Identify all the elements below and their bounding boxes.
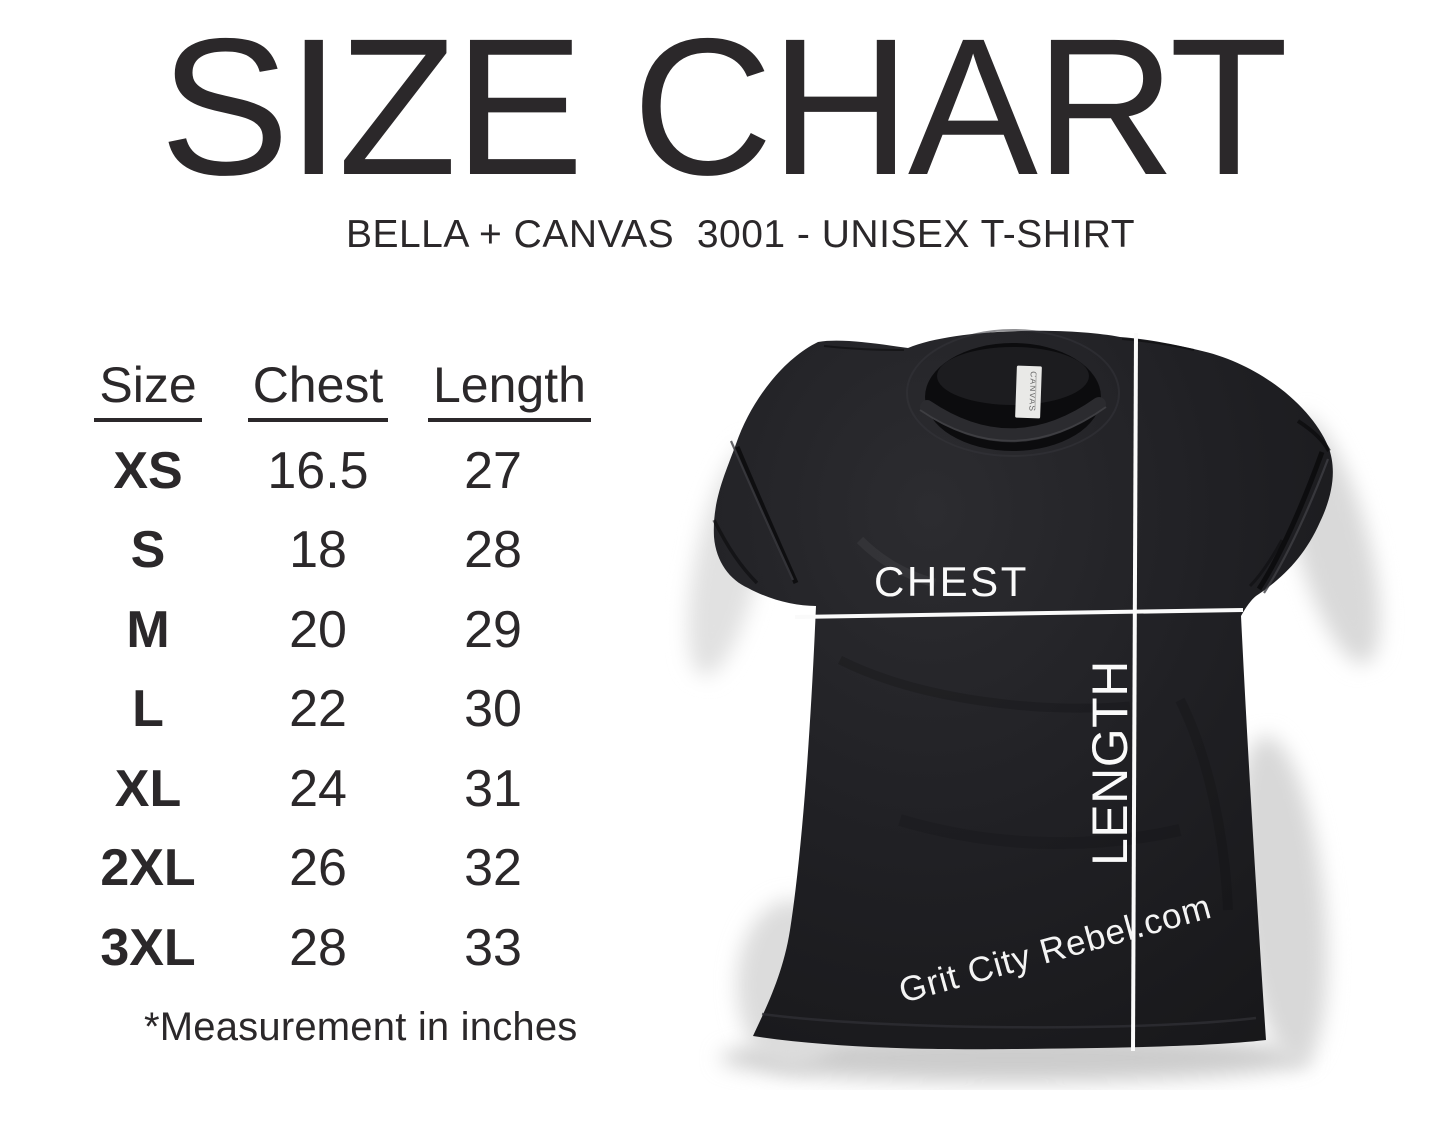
collar-band-seam bbox=[919, 406, 1107, 442]
size-cell: XS bbox=[113, 441, 183, 500]
table-row-xs: XS 16.5 27 bbox=[88, 431, 558, 511]
size-cell: S bbox=[130, 521, 166, 580]
length-cell: 31 bbox=[464, 759, 522, 818]
length-cell: 33 bbox=[464, 918, 522, 977]
chest-cell: 16.5 bbox=[267, 441, 369, 500]
chest-measurement-label: CHEST bbox=[874, 558, 1029, 605]
table-header-size: Size bbox=[88, 360, 208, 422]
length-cell: 28 bbox=[464, 521, 522, 580]
chest-cell: 18 bbox=[289, 521, 347, 580]
neck-tag: CANVAS bbox=[1015, 365, 1042, 419]
table-row-2xl: 2XL 26 32 bbox=[88, 829, 558, 909]
size-cell: 3XL bbox=[100, 918, 196, 977]
measurement-note: *Measurement in inches bbox=[144, 1005, 578, 1049]
chest-cell: 20 bbox=[289, 600, 347, 659]
length-cell: 32 bbox=[464, 839, 522, 898]
neck-tag-text: CANVAS bbox=[1027, 371, 1038, 412]
collar-band bbox=[920, 397, 1106, 443]
size-cell: 2XL bbox=[100, 839, 196, 898]
page-title: SIZE CHART bbox=[159, 0, 1289, 216]
table-header-length: Length bbox=[428, 360, 591, 422]
table-header-chest: Chest bbox=[208, 360, 428, 422]
table-row-m: M 20 29 bbox=[88, 590, 558, 670]
length-cell: 27 bbox=[464, 441, 522, 500]
size-table-body: XS 16.5 27 S 18 28 M 20 29 L 22 30 XL 24 bbox=[88, 431, 558, 988]
table-row-3xl: 3XL 28 33 bbox=[88, 908, 558, 988]
collar-inside-back bbox=[937, 347, 1089, 405]
size-cell: XL bbox=[114, 759, 182, 818]
length-measurement-label: LENGTH bbox=[1082, 660, 1138, 866]
product-subtitle: BELLA + CANVAS 3001 - UNISEX T-SHIRT bbox=[345, 213, 1136, 256]
table-row-s: S 18 28 bbox=[88, 511, 558, 591]
tshirt-photo: CANVAS bbox=[688, 329, 1381, 1082]
chest-cell: 28 bbox=[289, 918, 347, 977]
size-cell: M bbox=[126, 600, 170, 659]
collar-seam bbox=[906, 329, 1120, 457]
chest-cell: 22 bbox=[289, 680, 347, 739]
size-table-header-row: Size Chest Length bbox=[88, 360, 591, 422]
length-cell: 30 bbox=[464, 680, 522, 739]
length-cell: 29 bbox=[464, 600, 522, 659]
chest-cell: 26 bbox=[289, 839, 347, 898]
length-line bbox=[1131, 332, 1138, 1052]
size-table: Size Chest Length XS 16.5 27 S 18 28 M 2… bbox=[88, 360, 591, 988]
table-row-xl: XL 24 31 bbox=[88, 749, 558, 829]
table-row-l: L 22 30 bbox=[88, 670, 558, 750]
tshirt-silhouette: CANVAS bbox=[712, 329, 1333, 1050]
chest-line bbox=[794, 608, 1244, 619]
size-cell: L bbox=[132, 680, 164, 739]
chest-cell: 24 bbox=[289, 759, 347, 818]
fabric-details bbox=[712, 338, 1331, 1029]
